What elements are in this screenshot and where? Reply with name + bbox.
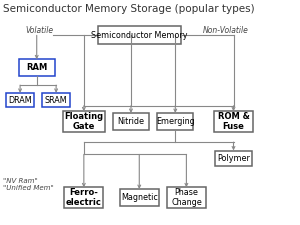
Bar <box>215 151 251 166</box>
Text: Semiconductor Memory: Semiconductor Memory <box>91 31 188 40</box>
Bar <box>63 111 105 131</box>
Text: SRAM: SRAM <box>45 96 68 105</box>
Text: Semiconductor Memory Storage (popular types): Semiconductor Memory Storage (popular ty… <box>4 4 255 14</box>
Bar <box>113 113 149 130</box>
Text: Polymer: Polymer <box>217 154 250 163</box>
Text: "NV Ram"
"Unified Mem": "NV Ram" "Unified Mem" <box>4 178 54 191</box>
Text: Magnetic: Magnetic <box>121 193 158 202</box>
Bar <box>167 187 206 207</box>
Bar <box>64 187 103 207</box>
Bar <box>6 93 34 108</box>
Text: Phase
Change: Phase Change <box>171 188 202 207</box>
Text: Emerging: Emerging <box>156 117 195 126</box>
Text: Nitride: Nitride <box>118 117 145 126</box>
Text: Ferro-
electric: Ferro- electric <box>66 188 102 207</box>
Text: DRAM: DRAM <box>8 96 32 105</box>
Text: Volatile: Volatile <box>25 26 53 35</box>
Text: Non-Volatile: Non-Volatile <box>203 26 249 35</box>
Text: Floating
Gate: Floating Gate <box>64 112 104 131</box>
Text: RAM: RAM <box>26 63 47 72</box>
Bar <box>157 113 193 130</box>
Bar <box>214 111 253 131</box>
Bar <box>19 59 55 76</box>
Bar <box>42 93 70 108</box>
Bar <box>120 189 159 206</box>
Text: ROM &
Fuse: ROM & Fuse <box>218 112 249 131</box>
Bar <box>98 26 181 44</box>
